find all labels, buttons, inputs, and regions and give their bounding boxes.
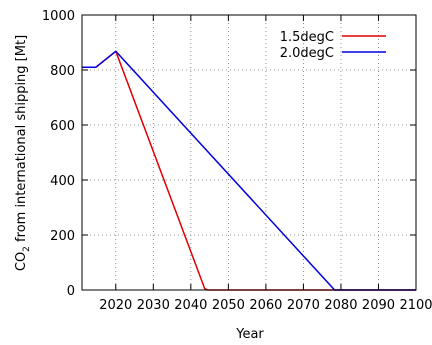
- series-line-1: [82, 50, 416, 291]
- series-line-2: [82, 50, 416, 291]
- grid: [82, 15, 416, 290]
- x-tick-label: 2100: [399, 298, 432, 313]
- y-tick-label: 600: [50, 119, 75, 134]
- x-axis-label: Year: [235, 327, 264, 342]
- x-tick-label: 2060: [249, 298, 282, 313]
- legend-label-1: 1.5degC: [280, 30, 334, 45]
- x-tick-label: 2020: [99, 298, 132, 313]
- x-tick-label: 2080: [324, 298, 357, 313]
- y-axis-label: CO2 from international shipping [Mt]: [14, 35, 32, 271]
- y-axis-label-rest: from international shipping [Mt]: [14, 35, 29, 246]
- y-axis-label-main: CO: [14, 252, 29, 271]
- y-tick-label: 1000: [42, 9, 75, 24]
- x-tick-label: 2070: [287, 298, 320, 313]
- y-tick-label: 0: [67, 284, 75, 299]
- legend-label-2: 2.0degC: [280, 46, 334, 61]
- axis-ticks: 2020 2030 2040 2050 2060 2070 2080 2090 2100 0 200…: [42, 9, 432, 313]
- y-tick-label: 400: [50, 174, 75, 189]
- x-tick-label: 2030: [137, 298, 170, 313]
- x-tick-label: 2090: [362, 298, 395, 313]
- x-tick-label: 2040: [174, 298, 207, 313]
- y-tick-label: 200: [50, 229, 75, 244]
- plot-frame: [81, 14, 417, 291]
- y-tick-label: 800: [50, 64, 75, 79]
- y-axis-label-subscript: 2: [22, 246, 32, 252]
- series-lines: [82, 50, 416, 291]
- x-tick-label: 2050: [212, 298, 245, 313]
